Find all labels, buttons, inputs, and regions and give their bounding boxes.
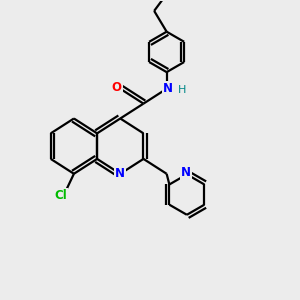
Text: H: H <box>178 85 186 95</box>
Text: O: O <box>112 81 122 94</box>
Text: N: N <box>115 167 125 180</box>
Text: Cl: Cl <box>54 189 67 202</box>
Text: N: N <box>181 167 191 179</box>
Text: N: N <box>163 82 173 95</box>
